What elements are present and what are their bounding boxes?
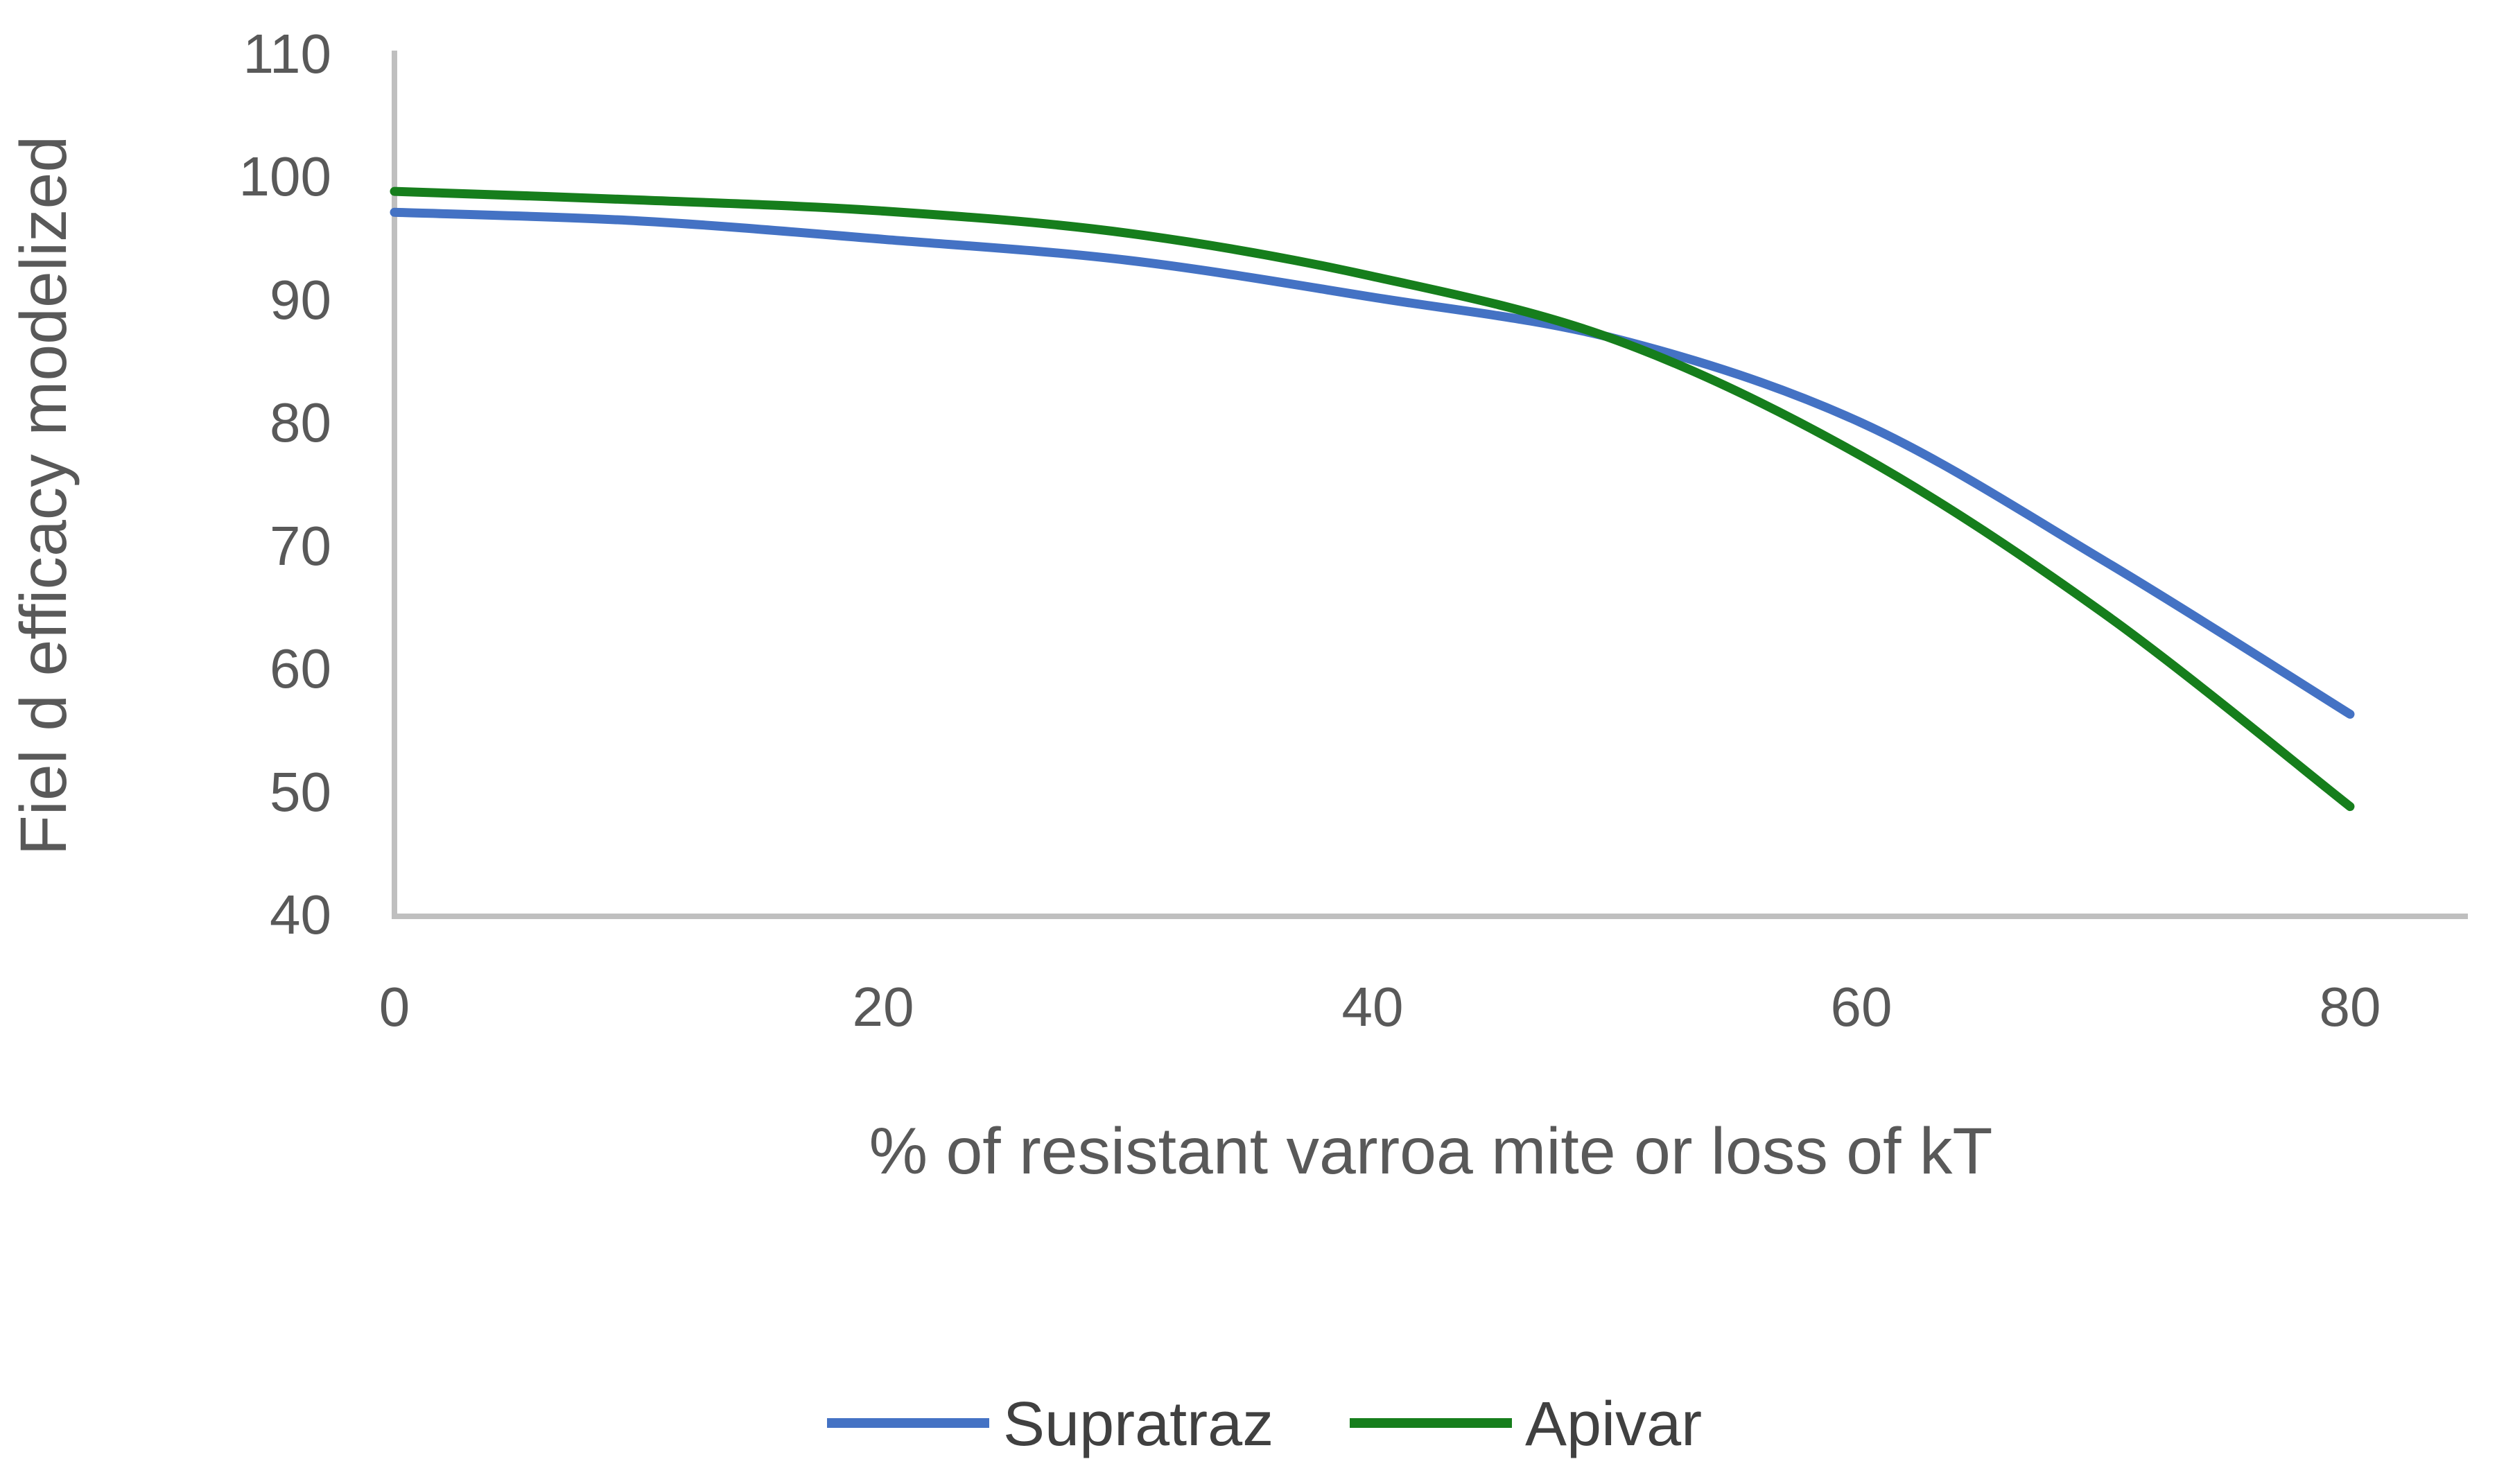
x-tick-label: 60 — [1831, 976, 1893, 1038]
x-tick-label: 40 — [1342, 976, 1404, 1038]
y-tick-label: 50 — [270, 761, 331, 823]
legend-label-supratraz: Supratraz — [1003, 1390, 1273, 1459]
series-curves — [390, 186, 2355, 812]
y-tick-label: 100 — [239, 146, 331, 207]
x-tick-label: 80 — [2320, 976, 2381, 1038]
y-axis-title: Fiel d efficacy modelized — [7, 136, 80, 855]
x-axis-tick-labels: 0 20 40 60 80 — [379, 976, 2381, 1038]
x-axis-title: % of resistant varroa mite or loss of kT — [869, 1115, 1993, 1188]
y-tick-label: 80 — [270, 392, 331, 453]
y-tick-label: 40 — [270, 884, 331, 945]
series-curve-supratraz — [390, 207, 2355, 719]
series-curve-apivar — [390, 186, 2355, 812]
legend-label-apivar: Apivar — [1525, 1390, 1702, 1459]
x-tick-label: 0 — [379, 976, 410, 1038]
y-tick-label: 70 — [270, 515, 331, 577]
x-tick-label: 20 — [853, 976, 914, 1038]
y-tick-label: 60 — [270, 638, 331, 699]
y-axis-tick-labels: 40 50 60 70 80 90 100 110 — [239, 23, 331, 945]
y-tick-label: 90 — [270, 269, 331, 331]
y-tick-label: 110 — [243, 23, 331, 85]
legend: Supratraz Apivar — [827, 1390, 1702, 1459]
